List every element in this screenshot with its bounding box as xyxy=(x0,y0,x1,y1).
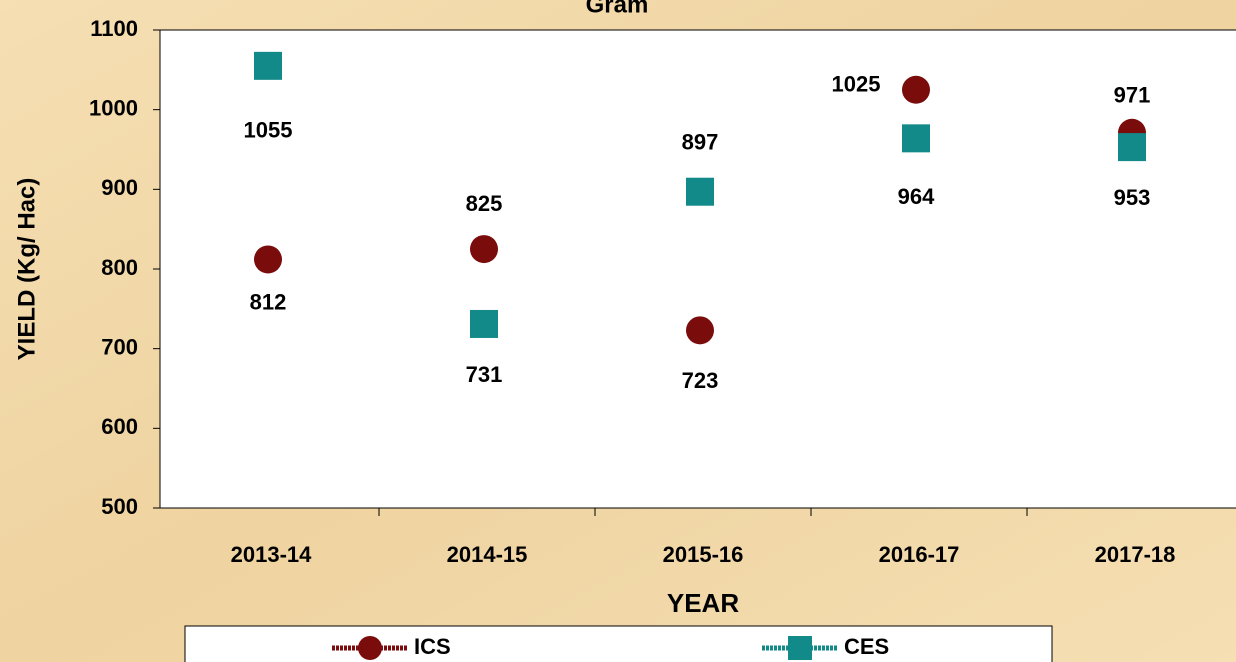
point xyxy=(686,316,714,345)
data-label: 723 xyxy=(682,368,719,393)
point xyxy=(254,51,282,80)
legend-marker xyxy=(358,636,382,660)
data-label: 731 xyxy=(466,362,503,387)
y-tick-label: 700 xyxy=(101,334,138,359)
point xyxy=(1118,133,1146,162)
data-label: 1025 xyxy=(832,72,881,97)
legend-label: ICS xyxy=(414,634,451,659)
x-tick-label: 2015-16 xyxy=(663,542,744,567)
x-axis-title: YEAR xyxy=(667,588,739,618)
legend xyxy=(184,625,1053,662)
point xyxy=(902,75,930,104)
y-tick-label: 500 xyxy=(101,494,138,519)
x-tick-label: 2014-15 xyxy=(447,542,528,567)
data-label: 964 xyxy=(898,184,935,209)
chart-title: Gram xyxy=(586,0,649,18)
x-tick-label: 2017-18 xyxy=(1095,542,1176,567)
point xyxy=(254,245,282,274)
point xyxy=(902,124,930,153)
point xyxy=(470,309,498,338)
point xyxy=(686,177,714,206)
data-label: 897 xyxy=(682,130,719,155)
y-tick-label: 600 xyxy=(101,414,138,439)
x-tick-label: 2016-17 xyxy=(879,542,960,567)
data-label: 825 xyxy=(466,191,503,216)
point xyxy=(470,235,498,264)
legend-marker xyxy=(788,636,812,660)
data-label: 1055 xyxy=(244,118,293,143)
x-tick-label: 2013-14 xyxy=(231,542,313,567)
y-tick-label: 800 xyxy=(101,255,138,280)
data-label: 812 xyxy=(250,289,287,314)
data-label: 953 xyxy=(1114,185,1151,210)
data-label: 971 xyxy=(1114,83,1151,108)
legend-label: CES xyxy=(844,634,889,659)
y-tick-label: 1100 xyxy=(90,16,138,41)
y-tick-label: 1000 xyxy=(89,95,138,120)
y-tick-label: 900 xyxy=(101,175,138,200)
y-axis-title: YIELD (Kg/ Hac) xyxy=(13,178,40,361)
plot-area xyxy=(159,29,1236,509)
